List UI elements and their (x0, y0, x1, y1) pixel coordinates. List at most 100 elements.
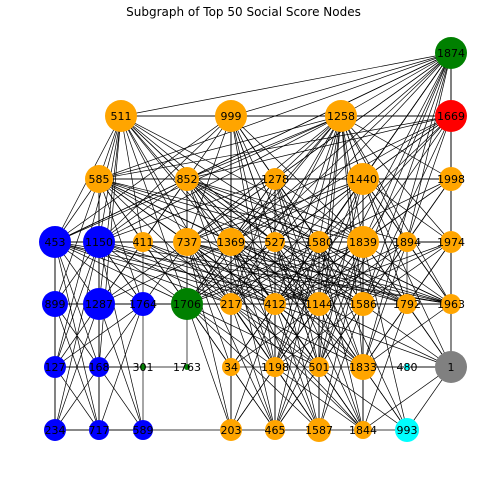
edge-1440-1144 (318, 178, 364, 305)
node-1839[interactable]: 1839 (347, 226, 379, 258)
node-527[interactable]: 527 (265, 232, 286, 252)
node-label: 1764 (129, 298, 157, 311)
node-1278[interactable]: 1278 (261, 168, 289, 190)
edge-1998-1580 (318, 178, 452, 243)
node-1874[interactable]: 1874 (435, 37, 467, 69)
node-34[interactable]: 34 (222, 358, 240, 376)
node-1833[interactable]: 1833 (349, 354, 377, 380)
node-717[interactable]: 717 (89, 420, 110, 440)
edge-1839-217 (230, 241, 364, 305)
node-1[interactable]: 1 (435, 351, 467, 383)
node-453[interactable]: 453 (39, 226, 71, 258)
node-label: 1763 (173, 361, 201, 374)
node-1198[interactable]: 1198 (261, 357, 289, 377)
node-737[interactable]: 737 (173, 228, 201, 256)
edge-1258-1198 (274, 115, 342, 368)
node-511[interactable]: 511 (105, 100, 137, 132)
node-589[interactable]: 589 (133, 420, 154, 440)
edge-737-34 (186, 241, 232, 368)
node-circle (325, 100, 357, 132)
node-circle (131, 292, 155, 316)
node-1586[interactable]: 1586 (349, 292, 377, 316)
node-1669[interactable]: 1669 (435, 100, 467, 132)
node-circle (354, 421, 372, 439)
node-circle (265, 357, 285, 377)
edge-1144-34 (230, 303, 320, 368)
node-1287[interactable]: 1287 (83, 288, 115, 320)
node-1844[interactable]: 1844 (349, 421, 377, 439)
node-217[interactable]: 217 (220, 293, 242, 315)
node-circle (351, 292, 375, 316)
node-label: 999 (221, 110, 242, 123)
edge-1580-1706 (186, 241, 320, 305)
node-999[interactable]: 999 (215, 100, 247, 132)
node-circle (184, 364, 190, 370)
edge-1258-852 (186, 115, 342, 180)
node-circle (133, 420, 153, 440)
edge-501-465 (274, 366, 320, 431)
node-127[interactable]: 127 (44, 356, 66, 378)
node-label: 465 (265, 424, 286, 437)
edge-1440-217 (230, 178, 364, 305)
node-label: 453 (45, 236, 66, 249)
node-411[interactable]: 411 (133, 232, 154, 252)
node-circle (397, 294, 417, 314)
node-layer: 1874 511 999 1258 1669 585 852 1278 1440 1998 453 1… (39, 37, 467, 442)
node-168[interactable]: 168 (89, 357, 110, 377)
edge-1580-1198 (274, 241, 320, 368)
edge-1278-1150 (98, 178, 276, 243)
node-1963[interactable]: 1963 (437, 294, 465, 314)
node-1706[interactable]: 1706 (171, 288, 203, 320)
node-585[interactable]: 585 (85, 165, 113, 193)
node-label: 1278 (261, 173, 289, 186)
node-label: 527 (265, 236, 286, 249)
node-1763[interactable]: 1763 (173, 361, 201, 374)
node-301[interactable]: 301 (133, 361, 154, 374)
node-circle (307, 292, 331, 316)
node-circle (347, 226, 379, 258)
node-1369[interactable]: 1369 (217, 228, 245, 256)
node-412[interactable]: 412 (264, 293, 286, 315)
edge-1278-217 (230, 178, 276, 305)
node-1764[interactable]: 1764 (129, 292, 157, 316)
node-1144[interactable]: 1144 (305, 292, 333, 316)
edge-1258-1998 (340, 115, 452, 180)
node-label: 1586 (349, 298, 377, 311)
node-circle (307, 418, 331, 442)
node-1894[interactable]: 1894 (393, 232, 421, 252)
node-circle (308, 231, 330, 253)
node-480[interactable]: 480 (397, 361, 418, 374)
edge-1874-1144 (318, 52, 452, 305)
edge-1974-1144 (318, 241, 452, 305)
node-852[interactable]: 852 (175, 167, 199, 191)
node-1440[interactable]: 1440 (347, 163, 379, 195)
node-label: 168 (89, 361, 110, 374)
node-circle (264, 293, 286, 315)
node-501[interactable]: 501 (309, 357, 330, 377)
node-1974[interactable]: 1974 (437, 231, 465, 253)
node-1150[interactable]: 1150 (83, 226, 115, 258)
node-1580[interactable]: 1580 (305, 231, 333, 253)
edge-585-899 (54, 178, 100, 305)
node-label: 411 (133, 236, 154, 249)
node-899[interactable]: 899 (42, 291, 68, 317)
node-label: 412 (265, 298, 286, 311)
node-circle (105, 100, 137, 132)
node-circle (439, 167, 463, 191)
node-label: 1792 (393, 298, 421, 311)
node-circle (265, 420, 285, 440)
node-1587[interactable]: 1587 (305, 418, 333, 442)
node-1998[interactable]: 1998 (437, 167, 465, 191)
edge-1586-1198 (274, 303, 364, 368)
node-1258[interactable]: 1258 (325, 100, 357, 132)
node-1792[interactable]: 1792 (393, 294, 421, 314)
node-203[interactable]: 203 (220, 419, 242, 441)
node-circle (220, 419, 242, 441)
edge-1369-1198 (230, 241, 276, 368)
node-234[interactable]: 234 (44, 419, 66, 441)
node-993[interactable]: 993 (395, 418, 419, 442)
node-label: 1963 (437, 298, 465, 311)
node-circle (175, 167, 199, 191)
node-465[interactable]: 465 (265, 420, 286, 440)
